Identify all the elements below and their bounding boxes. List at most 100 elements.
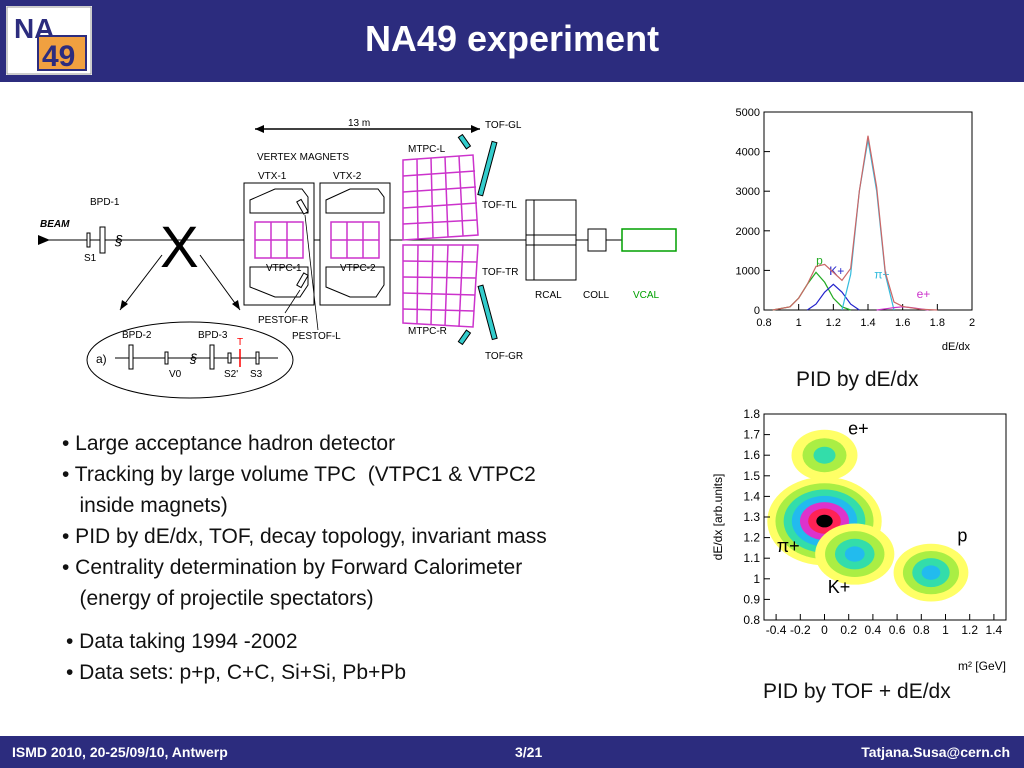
y-tick-label: 0 — [754, 305, 760, 317]
list-item: • PID by dE/dx, TOF, decay topology, inv… — [62, 525, 547, 548]
tof-dedx-heatmap: 0.8 0.9 1 1.1 1.2 1.3 1.4 1.5 1.6 1.7 1.8 -0.4 -0.2 0… — [706, 406, 1018, 676]
cluster-label: K+ — [828, 577, 851, 597]
y-tick-label: 1 — [753, 572, 760, 586]
y-tick-label: 1000 — [736, 265, 760, 277]
footer-conference: ISMD 2010, 20-25/09/10, Antwerp — [12, 744, 228, 760]
detector-schematic: 13 m VERTEX MAGNETS VTX-1 VTX-2 BEAM BPD… — [30, 105, 700, 405]
vcal-label: VCAL — [633, 290, 660, 301]
series-label: K+ — [829, 264, 844, 278]
mtpc-l-label: MTPC-L — [408, 144, 446, 155]
mtpc-r-label: MTPC-R — [408, 326, 447, 337]
x-tick-label: 1.4 — [986, 623, 1003, 637]
inset-a-label: a) — [96, 352, 107, 366]
x-tick-label: 0 — [821, 623, 828, 637]
x-tick-label: 0.8 — [756, 317, 771, 329]
x-tick-label: 1 — [796, 317, 802, 329]
s2-label: S2' — [224, 369, 238, 380]
cluster-label: p — [957, 526, 967, 546]
caption-pid-tof-dedx: PID by TOF + dE/dx — [763, 680, 951, 703]
feature-list: • Large acceptance hadron detector • Tra… — [62, 428, 547, 614]
target-t-label: T — [237, 337, 243, 348]
bpd1-label: BPD-1 — [90, 197, 120, 208]
s1-label: S1 — [84, 253, 97, 264]
dedx-spectrum-chart: 0 1000 2000 3000 4000 5000 0.8 1 1.2 1.4 1.6 1.8 2 dE… — [716, 100, 982, 362]
y-tick-label: 2000 — [736, 226, 760, 238]
svg-text:§: § — [114, 232, 123, 248]
logo-text-bottom: 49 — [42, 40, 75, 73]
cluster-contour — [921, 565, 941, 580]
x-tick-label: 1.2 — [961, 623, 978, 637]
y-tick-label: 1.2 — [743, 531, 760, 545]
y-tick-label: 0.9 — [743, 592, 760, 606]
x-tick-label: -0.2 — [790, 623, 811, 637]
bpd2-label: BPD-2 — [122, 330, 152, 341]
series-line — [806, 283, 860, 311]
target-x-label: X — [160, 215, 199, 280]
x-tick-label: 1 — [942, 623, 949, 637]
y-tick-label: 1.4 — [743, 489, 760, 503]
x-tick-label: 0.8 — [913, 623, 930, 637]
x-tick-label: 0.4 — [865, 623, 882, 637]
pestof-l-label: PESTOF-L — [292, 331, 341, 342]
footer-page-number: 3/21 — [515, 744, 543, 760]
tof-tl-label: TOF-TL — [482, 200, 517, 211]
y-tick-label: 1.1 — [743, 551, 760, 565]
vtpc1-label: VTPC-1 — [266, 263, 302, 274]
tof-gl-label: TOF-GL — [485, 120, 522, 131]
rcal-label: RCAL — [535, 290, 562, 301]
vtx2-label: VTX-2 — [333, 171, 362, 182]
data-list: • Data taking 1994 -2002 • Data sets: p+… — [66, 626, 406, 688]
x-tick-label: 0.6 — [889, 623, 906, 637]
x-axis-label: dE/dx — [942, 341, 971, 353]
length-label: 13 m — [348, 118, 370, 129]
y-tick-label: 1.5 — [743, 469, 760, 483]
x-tick-label: 2 — [969, 317, 975, 329]
y-tick-label: 1.6 — [743, 448, 760, 462]
list-item: (energy of projectile spectators) — [62, 587, 374, 610]
x-tick-label: 1.4 — [860, 317, 875, 329]
list-item: inside magnets) — [62, 494, 228, 517]
svg-text:§: § — [189, 351, 197, 366]
cluster-contour — [844, 546, 865, 562]
list-item: • Data sets: p+p, C+C, Si+Si, Pb+Pb — [66, 661, 407, 684]
y-tick-label: 5000 — [736, 107, 760, 119]
caption-pid-dedx: PID by dE/dx — [796, 368, 919, 391]
series-label: p — [816, 253, 823, 267]
cluster-contour — [816, 514, 833, 528]
header-bar: NA 49 NA49 experiment — [0, 0, 1024, 82]
cluster-contour — [813, 446, 836, 464]
series-line — [772, 135, 938, 311]
list-item: • Centrality determination by Forward Ca… — [62, 556, 523, 579]
bpd3-label: BPD-3 — [198, 330, 228, 341]
slide-title: NA49 experiment — [364, 18, 660, 59]
coll-label: COLL — [583, 290, 610, 301]
v0-label: V0 — [169, 369, 182, 380]
s3-label: S3 — [250, 369, 263, 380]
y-tick-label: 1.3 — [743, 510, 760, 524]
y-tick-label: 1.7 — [743, 428, 760, 442]
vtx1-label: VTX-1 — [258, 171, 287, 182]
footer-email: Tatjana.Susa@cern.ch — [861, 744, 1010, 760]
x-axis-label: m² [GeV] — [958, 659, 1006, 673]
y-tick-label: 4000 — [736, 147, 760, 159]
x-tick-label: 1.6 — [895, 317, 910, 329]
list-item: • Tracking by large volume TPC (VTPC1 & … — [62, 463, 536, 486]
tof-gr-label: TOF-GR — [485, 351, 523, 362]
x-tick-label: 1.8 — [930, 317, 945, 329]
na49-logo: NA 49 — [6, 6, 92, 75]
y-tick-label: 3000 — [736, 186, 760, 198]
list-item: • Large acceptance hadron detector — [62, 432, 396, 455]
beam-label: BEAM — [40, 219, 70, 230]
y-tick-label: 1.8 — [743, 407, 760, 421]
pestof-r-label: PESTOF-R — [258, 315, 308, 326]
y-axis-label: dE/dx [arb.units] — [711, 474, 725, 561]
y-tick-label: 0.8 — [743, 613, 760, 627]
series-label: e+ — [917, 287, 931, 301]
plot-frame — [763, 111, 973, 311]
cluster-label: e+ — [848, 419, 869, 439]
x-tick-label: 1.2 — [826, 317, 841, 329]
vtpc2-label: VTPC-2 — [340, 263, 376, 274]
cluster-p — [893, 543, 969, 602]
list-item: • Data taking 1994 -2002 — [66, 630, 298, 653]
x-tick-label: 0.2 — [840, 623, 857, 637]
